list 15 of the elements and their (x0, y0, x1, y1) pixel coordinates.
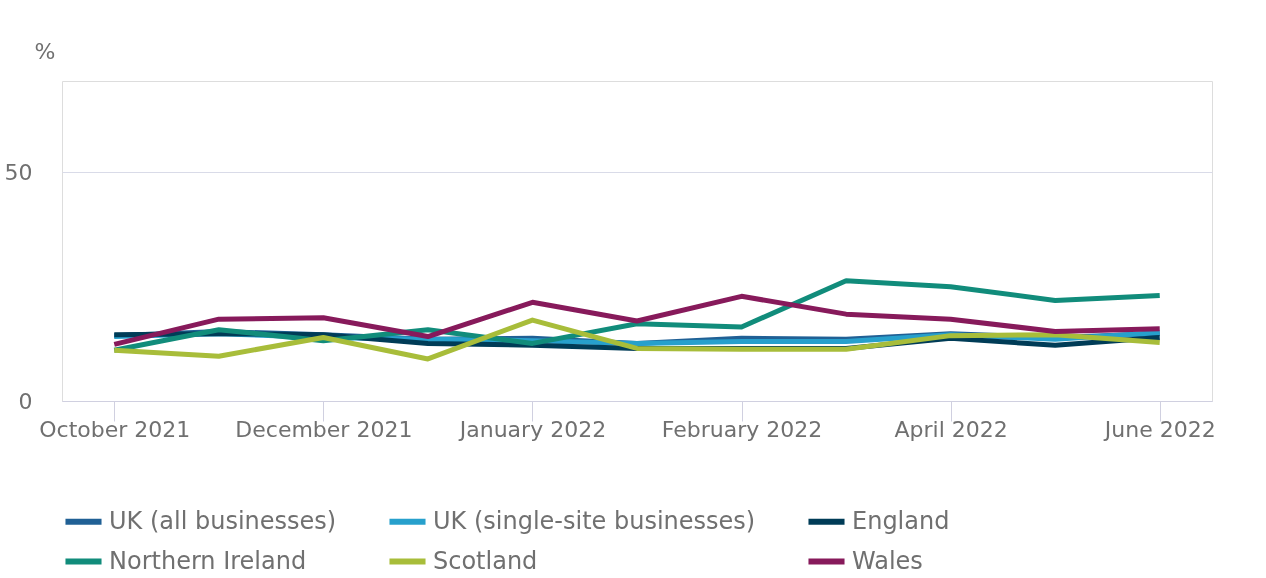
y-tick-label: 50 (4, 159, 33, 185)
legend-label: UK (all businesses) (109, 506, 337, 535)
legend-label: Wales (852, 546, 923, 575)
x-tick-label: October 2021 (39, 416, 191, 442)
x-tick-label: February 2022 (661, 416, 823, 442)
x-tick-label: December 2021 (235, 416, 413, 442)
x-tick-label: April 2022 (894, 416, 1008, 442)
legend-label: UK (single-site businesses) (433, 506, 756, 535)
x-tick-label: January 2022 (457, 416, 607, 442)
legend-label: England (852, 506, 950, 535)
y-axis-title: % (34, 38, 56, 64)
y-tick-label: 0 (18, 388, 33, 414)
legend-label: Scotland (433, 546, 538, 575)
legend-label: Northern Ireland (109, 546, 307, 575)
x-tick-label: June 2022 (1102, 416, 1216, 442)
